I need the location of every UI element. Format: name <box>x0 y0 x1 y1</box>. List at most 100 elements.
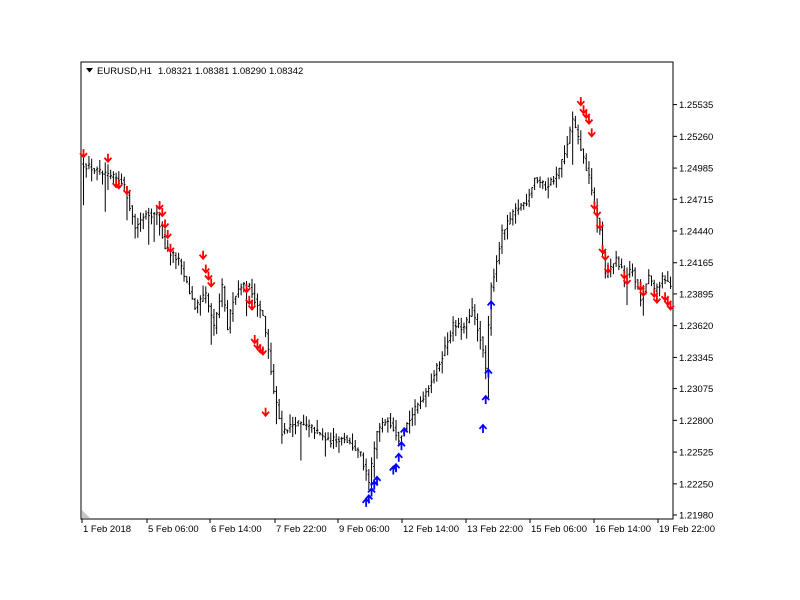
ohlc-bar <box>316 419 319 435</box>
price-tick-label: 1.22250 <box>679 479 713 490</box>
price-tick-label: 1.25260 <box>679 132 713 143</box>
ohlc-bar <box>193 297 197 310</box>
ohlc-bar <box>669 276 672 289</box>
ohlc-bar <box>533 177 536 191</box>
ohlc-bar <box>231 292 235 322</box>
ohlc-bar <box>269 342 273 375</box>
ohlc-bar <box>318 432 322 436</box>
ohlc-bar <box>128 190 131 212</box>
ohlc-bar <box>617 256 621 271</box>
ohlc-bar <box>432 370 436 384</box>
time-tick-label: 19 Feb 22:00 <box>659 524 715 535</box>
time-axis: 1 Feb 2018 5 Feb 06:00 6 Feb 14:00 7 Feb 22… <box>81 519 715 535</box>
price-tick-label: 1.22525 <box>679 448 713 459</box>
sell-arrow-icon <box>598 244 607 255</box>
price-tick-label: 1.24715 <box>679 195 713 206</box>
buy-arrow-icon <box>397 440 406 451</box>
ohlc-bar <box>359 451 362 457</box>
price-tick-label: 1.24440 <box>679 227 713 238</box>
ohlc-bar <box>237 280 240 298</box>
ohlc-bar <box>650 275 653 287</box>
ohlc-bar <box>647 269 650 285</box>
ohlc-bar <box>212 308 216 336</box>
ohlc-bar <box>136 217 140 238</box>
ohlc-bar <box>343 432 346 444</box>
ohlc-bar <box>196 299 199 314</box>
ohlc-bar <box>427 385 430 397</box>
ohlc-bar <box>389 413 392 429</box>
ohlc-bar <box>620 258 623 269</box>
ohlc-bar <box>557 167 561 180</box>
sell-arrow-icon <box>204 271 213 281</box>
price-tick-label: 1.23345 <box>679 353 713 364</box>
ohlc-bar <box>400 435 403 442</box>
ohlc-bar <box>101 170 104 185</box>
price-tick-label: 1.24165 <box>679 258 713 269</box>
ohlc-bar <box>82 155 85 206</box>
time-tick-label: 9 Feb 06:00 <box>339 524 390 535</box>
sell-arrow-icon <box>584 115 594 126</box>
sell-arrow-icon <box>103 153 113 164</box>
sell-arrow-icon <box>576 97 585 107</box>
ohlc-bar <box>392 417 395 432</box>
scroll-corner-icon[interactable] <box>82 510 90 518</box>
ohlc-bar <box>470 298 474 317</box>
ohlc-bar <box>299 421 303 461</box>
ohlc-bar <box>147 207 150 245</box>
ohlc-bar <box>481 336 485 358</box>
ohlc-bar <box>93 167 96 175</box>
ohlc-bar <box>522 201 525 210</box>
ohlc-bar <box>658 281 661 297</box>
ohlc-bar <box>155 205 159 225</box>
ohlc-bar <box>310 424 313 433</box>
sell-arrow-icon <box>245 295 254 306</box>
sell-arrow-icon <box>122 186 132 196</box>
ohlc-bar <box>223 285 227 312</box>
ohlc-bar <box>536 177 539 184</box>
buy-arrow-icon <box>391 462 401 473</box>
ohlc-values: 1.08321 1.08381 1.08290 1.08342 <box>158 66 303 77</box>
ohlc-bar <box>633 267 637 290</box>
ohlc-bar <box>462 322 466 334</box>
time-tick-label: 13 Feb 22:00 <box>467 524 523 535</box>
ohlc-bar <box>85 163 88 178</box>
ohlc-bar <box>305 416 308 431</box>
ohlc-bar <box>152 212 156 242</box>
ohlc-bar <box>277 398 281 420</box>
ohlc-bar <box>182 261 186 282</box>
sell-arrow-icon <box>250 334 259 345</box>
ohlc-bar <box>324 432 327 457</box>
ohlc-bar <box>283 423 286 435</box>
ohlc-bar <box>264 315 267 338</box>
sell-arrow-icon <box>163 229 172 240</box>
sell-arrow-icon <box>79 149 88 159</box>
ohlc-bar <box>104 162 107 212</box>
ohlc-bar <box>98 159 102 175</box>
ohlc-bar <box>367 469 371 491</box>
price-tick-label: 1.23075 <box>679 384 713 395</box>
ohlc-bar <box>180 258 183 275</box>
ohlc-bar <box>476 313 479 342</box>
ohlc-bar <box>574 115 577 129</box>
ohlc-bar <box>207 293 210 313</box>
triangle-down-icon[interactable] <box>86 68 93 73</box>
time-tick-label: 7 Feb 22:00 <box>276 524 327 535</box>
time-tick-label: 5 Feb 06:00 <box>148 524 199 535</box>
ohlc-bar <box>549 177 553 186</box>
ohlc-bar <box>191 286 194 300</box>
sell-arrow-icon <box>639 287 648 298</box>
ohlc-bar <box>397 431 400 446</box>
ohlc-bar <box>288 414 292 433</box>
ohlc-bar <box>275 386 278 425</box>
ohlc-bar <box>87 155 91 170</box>
ohlc-bar <box>503 229 506 241</box>
ohlc-bar <box>272 364 275 394</box>
ohlc-bar <box>506 214 509 240</box>
ohlc-bar <box>139 212 142 232</box>
sell-arrow-icon <box>636 281 645 292</box>
sell-arrow-icon <box>261 407 270 418</box>
ohlc-bar <box>560 158 563 178</box>
ohlc-bar <box>294 416 297 435</box>
ohlc-bar <box>106 164 110 190</box>
